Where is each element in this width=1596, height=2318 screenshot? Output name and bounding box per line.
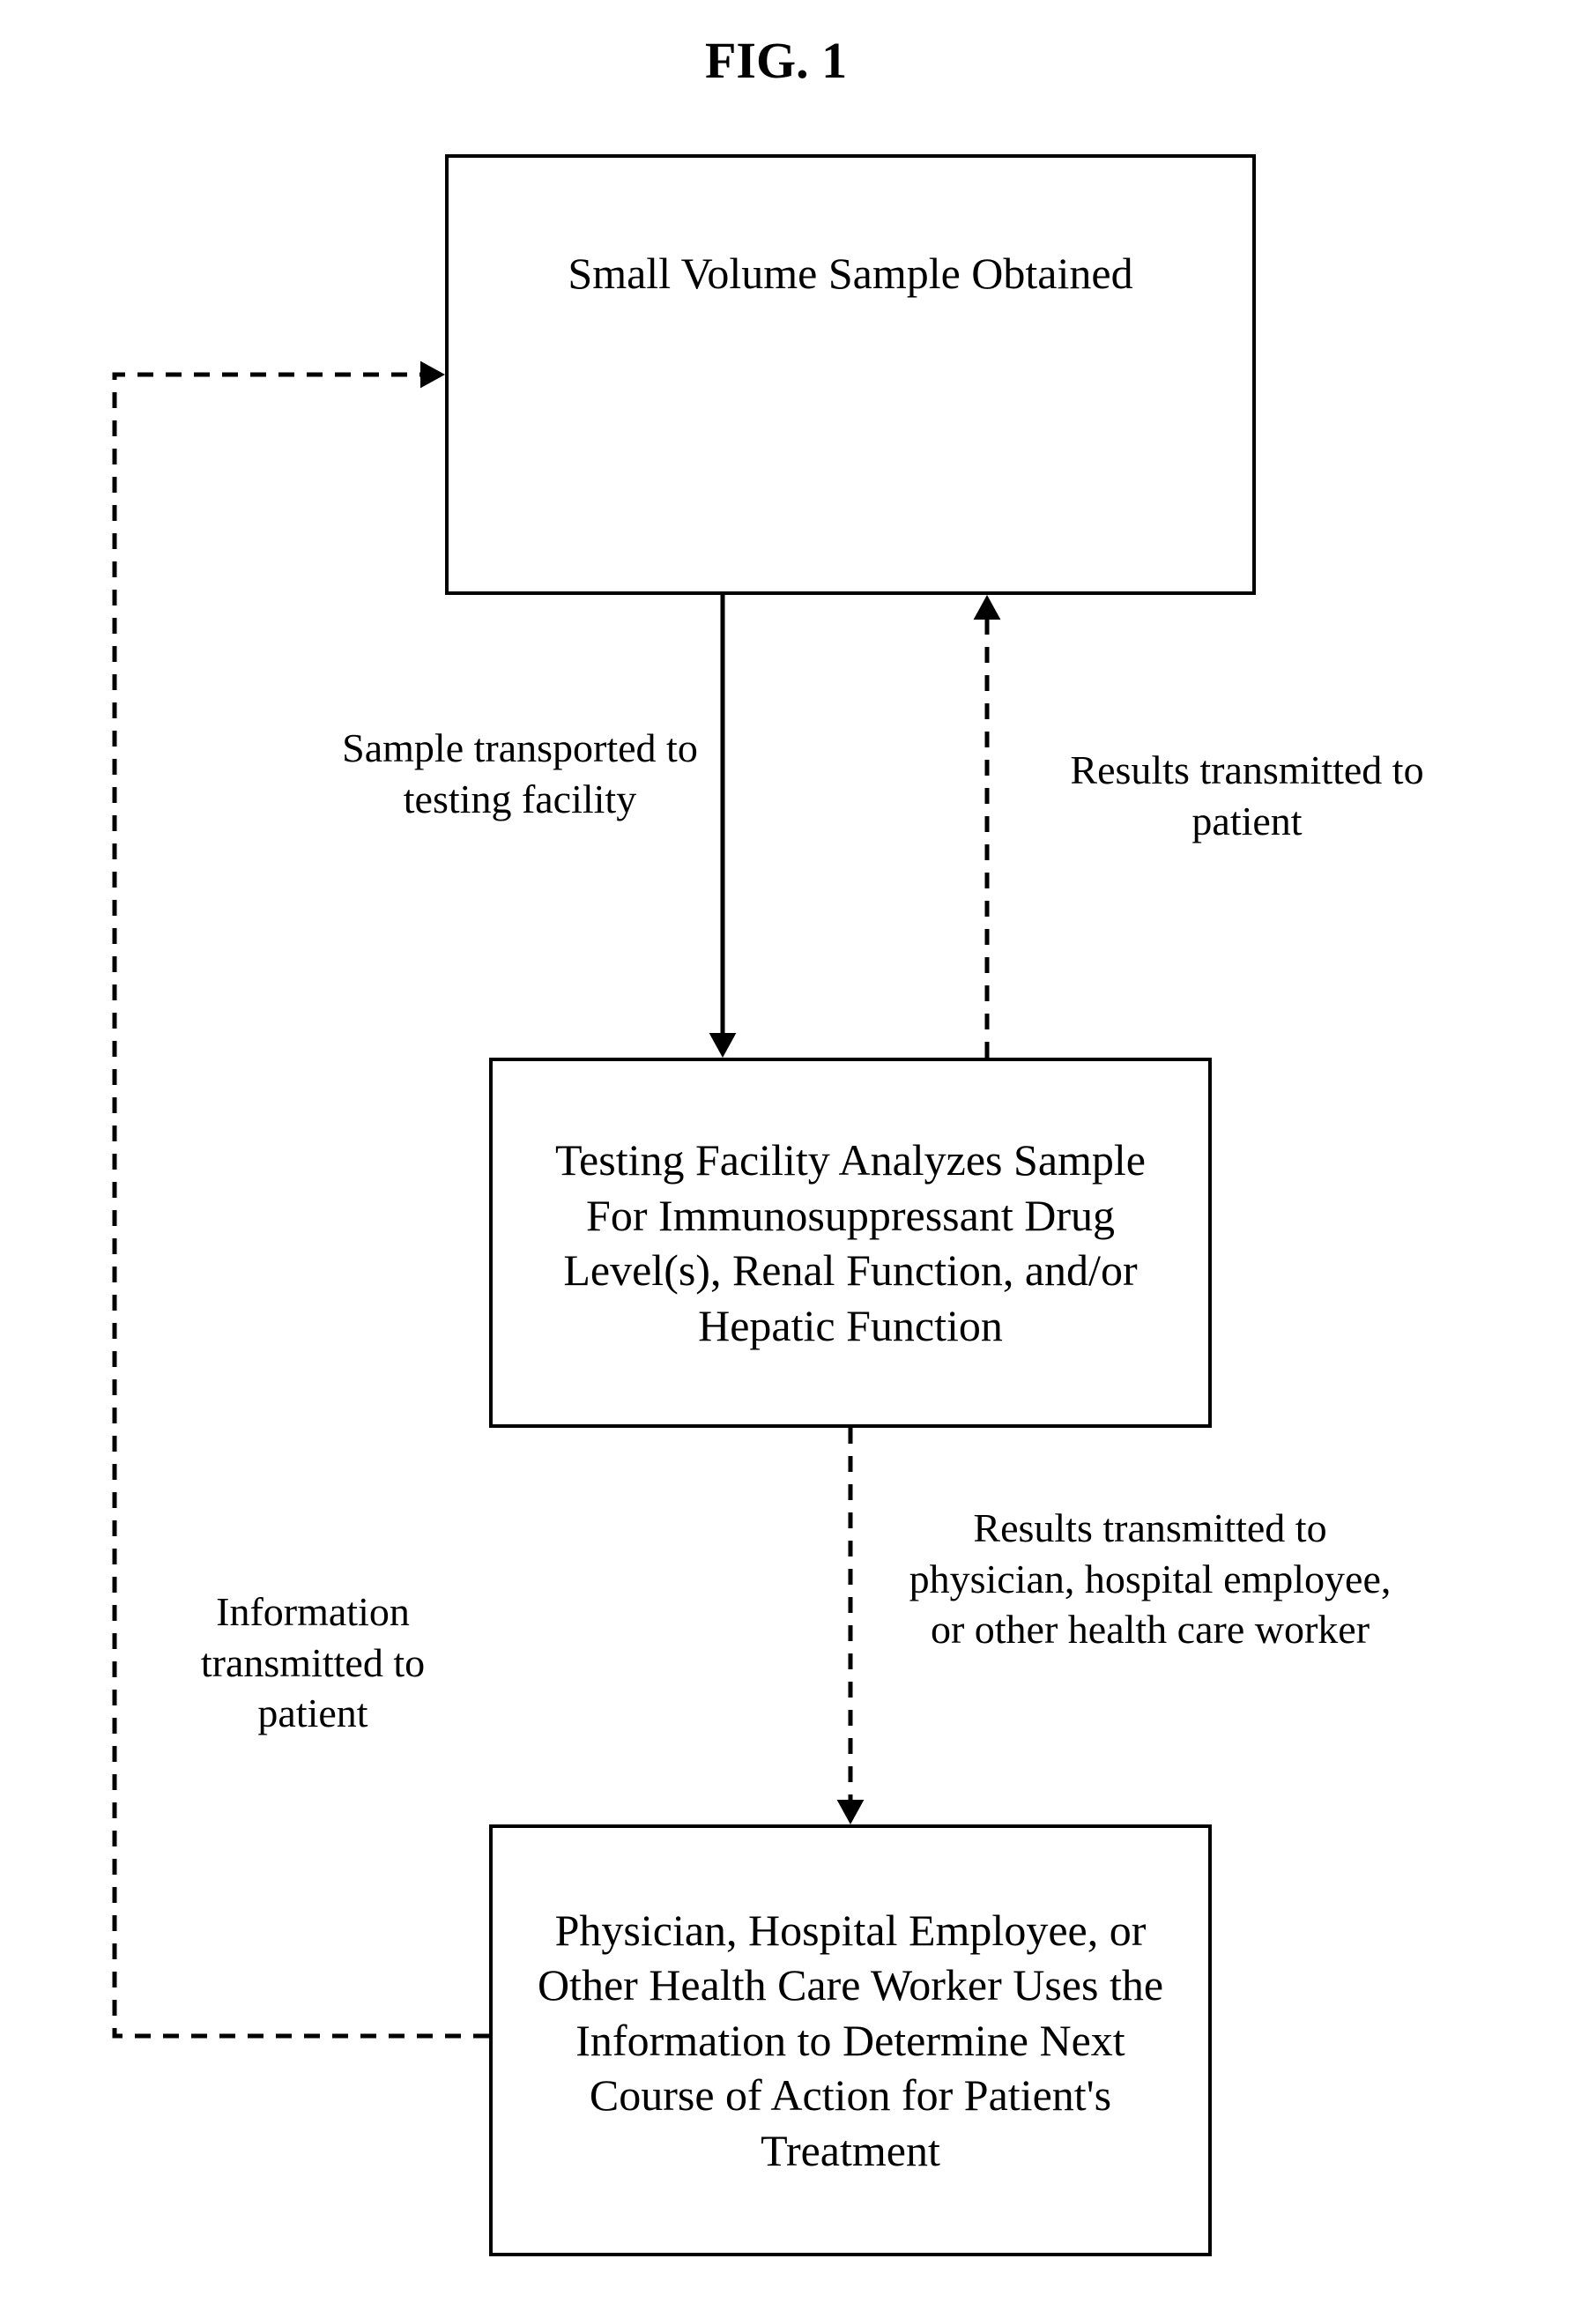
- label-results-to-physician: Results transmitted to physician, hospit…: [899, 1503, 1401, 1655]
- figure-title: FIG. 1: [705, 31, 847, 90]
- label-info-to-patient: Information transmitted to patient: [159, 1586, 467, 1739]
- node-testing-facility: Testing Facility Analyzes Sample For Imm…: [489, 1058, 1212, 1428]
- label-sample-transported: Sample transported to testing facility: [335, 723, 705, 824]
- label-results-to-patient: Results transmitted to patient: [1036, 745, 1459, 846]
- node-physician-action: Physician, Hospital Employee, or Other H…: [489, 1824, 1212, 2256]
- node-sample-obtained: Small Volume Sample Obtained: [445, 154, 1256, 595]
